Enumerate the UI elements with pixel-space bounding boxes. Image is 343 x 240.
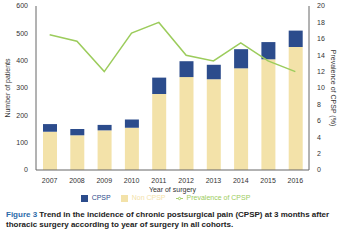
svg-text:2009: 2009	[96, 177, 112, 184]
svg-text:0: 0	[24, 166, 28, 173]
html-text:Figure 3 Trend in the incidenc: Figure 3 Trend in the incidence of chron…	[6, 210, 330, 229]
svg-text:300: 300	[16, 84, 28, 91]
svg-text:16: 16	[317, 35, 325, 42]
svg-text:2015: 2015	[260, 177, 276, 184]
svg-text:Number of patients: Number of patients	[8, 58, 12, 118]
svg-text:6: 6	[317, 117, 321, 124]
svg-text:2013: 2013	[206, 177, 222, 184]
svg-text:20: 20	[317, 2, 325, 9]
svg-text:400: 400	[16, 57, 28, 64]
svg-text:2007: 2007	[42, 177, 58, 184]
svg-text:600: 600	[16, 2, 28, 9]
svg-text:12: 12	[317, 68, 325, 75]
html-text:CPSP: CPSP	[91, 194, 111, 201]
svg-text:2008: 2008	[69, 177, 85, 184]
svg-text:100: 100	[16, 139, 28, 146]
svg-text:14: 14	[317, 52, 325, 59]
svg-text:Year of surgery: Year of surgery	[149, 186, 197, 194]
svg-text:200: 200	[16, 112, 28, 119]
svg-text:2014: 2014	[233, 177, 249, 184]
svg-text:8: 8	[317, 101, 321, 108]
svg-text:10: 10	[317, 84, 325, 91]
svg-text:2011: 2011	[151, 177, 166, 184]
svg-text:18: 18	[317, 19, 325, 26]
svg-text:2016: 2016	[288, 177, 304, 184]
svg-text:4: 4	[317, 134, 321, 141]
svg-text:500: 500	[16, 30, 28, 37]
html-text:Non CPSP: Non CPSP	[131, 194, 166, 201]
svg-text:2: 2	[317, 150, 321, 157]
svg-text:0: 0	[317, 166, 321, 173]
svg-text:2012: 2012	[178, 177, 194, 184]
svg-text:Prevalence of CPSP (%): Prevalence of CPSP (%)	[329, 50, 335, 127]
html-text:Prevalence of CPSP: Prevalence of CPSP	[186, 194, 251, 201]
svg-text:2010: 2010	[124, 177, 140, 184]
